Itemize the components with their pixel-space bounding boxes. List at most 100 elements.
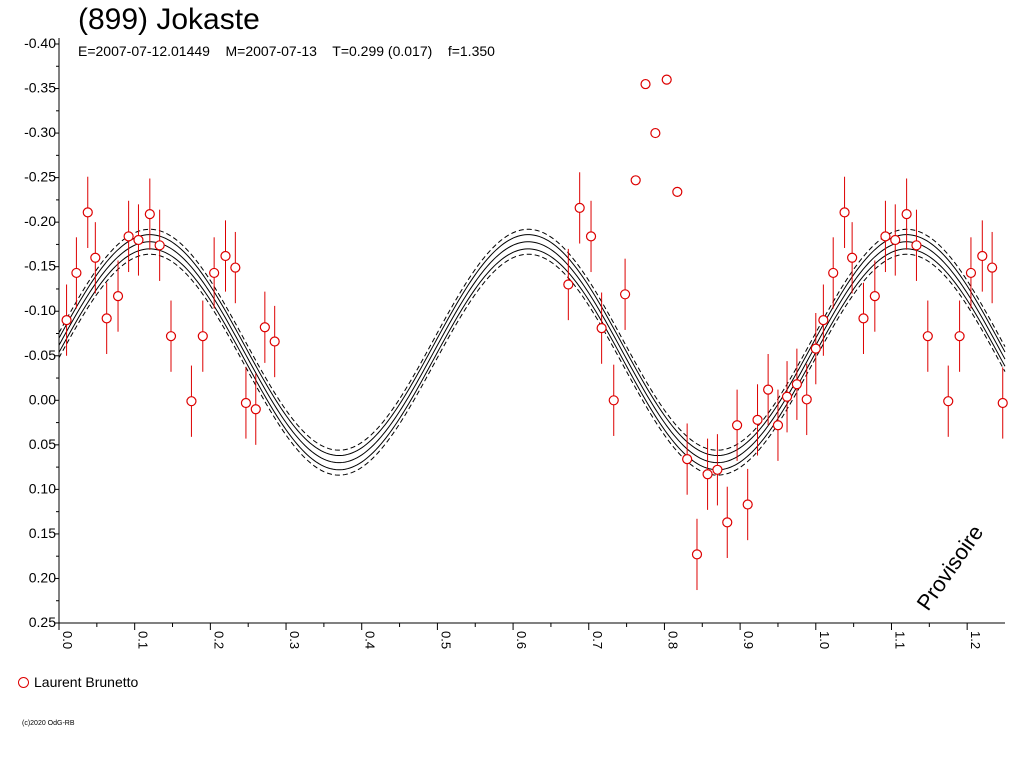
data-point: [61, 315, 72, 326]
data-point: [240, 397, 252, 409]
data-point: [901, 209, 912, 220]
data-point: [585, 231, 597, 242]
model-curve: [58, 241, 1006, 464]
data-point: [133, 234, 144, 246]
data-point: [722, 517, 733, 528]
data-point: [154, 240, 165, 251]
model-upper-band: [58, 234, 1006, 457]
data-point: [640, 78, 651, 90]
x-tick-label: 0.6: [514, 631, 529, 649]
data-point: [702, 469, 713, 480]
data-point: [619, 289, 631, 300]
x-tick-label: 0.1: [136, 631, 151, 649]
data-point: [997, 397, 1008, 409]
watermark-text: Provisoire: [912, 520, 989, 614]
data-point: [987, 262, 998, 273]
x-tick-label: 0.3: [287, 631, 302, 649]
data-point: [90, 252, 101, 263]
x-tick-label: 0.8: [665, 631, 680, 649]
data-points: [61, 74, 1008, 591]
data-point: [630, 175, 641, 186]
y-tick-label: 0.00: [29, 391, 56, 407]
data-point: [818, 315, 829, 326]
legend-circle-icon: [18, 676, 29, 688]
legend: Laurent Brunetto: [18, 674, 138, 690]
y-tick-label: -0.10: [24, 302, 56, 318]
x-tick-label: 0.0: [60, 631, 75, 649]
data-point: [186, 396, 197, 407]
data-point: [230, 262, 241, 273]
data-point: [650, 127, 661, 139]
data-point: [922, 331, 933, 342]
data-point: [810, 343, 821, 354]
x-tick-label: 0.9: [741, 631, 756, 649]
axes: -0.40 -0.35 -0.30 -0.25 -0.20 -0.15 -0.10 -0.05…: [24, 35, 1005, 649]
data-point: [574, 202, 585, 214]
data-point: [847, 252, 858, 263]
data-point: [977, 250, 988, 262]
x-tick-label: 1.2: [968, 631, 983, 649]
y-tick-label: -0.20: [24, 213, 56, 229]
x-tick-label: 0.5: [438, 631, 453, 649]
data-point: [682, 453, 693, 465]
model-upper-dashed-band: [58, 228, 1006, 451]
data-point: [869, 290, 880, 302]
data-point: [763, 384, 774, 395]
data-point: [772, 420, 784, 431]
data-point: [269, 336, 280, 347]
model-curves: [58, 228, 1006, 476]
data-point: [123, 231, 134, 242]
y-tick-label: -0.05: [24, 347, 56, 363]
data-point: [752, 414, 763, 426]
copyright-text: (c)2020 OdG-RB: [22, 720, 75, 727]
data-point: [691, 549, 703, 560]
y-tick-label: 0.05: [29, 436, 56, 452]
x-tick-label: 1.0: [817, 631, 832, 649]
data-point: [791, 379, 802, 390]
y-tick-label: -0.35: [24, 80, 56, 96]
data-point: [596, 323, 607, 334]
data-point: [197, 331, 208, 342]
data-point: [781, 391, 793, 402]
data-point: [661, 74, 672, 85]
model-lower-dashed-band: [58, 253, 1006, 476]
y-tick-label: 0.20: [29, 569, 56, 585]
x-tick-label: 0.2: [211, 631, 226, 649]
y-tick-label: 0.10: [29, 480, 56, 496]
y-tick-label: -0.25: [24, 169, 56, 185]
data-point: [71, 267, 82, 279]
x-tick-label: 0.7: [590, 631, 605, 649]
data-point: [911, 240, 922, 251]
chart-title: (899) Jokaste: [78, 3, 260, 36]
data-point: [209, 267, 220, 279]
data-point: [563, 279, 574, 290]
data-point: [742, 499, 753, 510]
data-point: [712, 464, 723, 475]
y-tick-label: -0.15: [24, 258, 56, 274]
data-point: [112, 290, 124, 302]
y-tick-label: 0.15: [29, 525, 56, 541]
data-point: [954, 331, 965, 342]
data-point: [965, 267, 977, 279]
model-lower-band: [58, 248, 1006, 471]
y-tick-label: -0.30: [24, 124, 56, 140]
data-point: [801, 394, 812, 405]
data-point: [165, 331, 177, 342]
y-tick-label: 0.25: [29, 614, 56, 630]
data-point: [943, 396, 954, 407]
data-point: [101, 313, 112, 324]
x-tick-label: 1.1: [892, 631, 907, 649]
chart-subtitle: E=2007-07-12.01449 M=2007-07-13 T=0.299 …: [78, 43, 495, 59]
y-tick-label: -0.40: [24, 35, 56, 51]
data-point: [839, 207, 850, 218]
data-point: [220, 250, 231, 262]
data-point: [731, 420, 743, 431]
data-point: [672, 186, 683, 197]
data-point: [608, 395, 619, 406]
data-point: [144, 209, 155, 220]
data-point: [259, 322, 270, 333]
x-tick-label: 0.4: [363, 631, 378, 649]
data-point: [82, 207, 93, 218]
legend-label: Laurent Brunetto: [34, 674, 139, 690]
